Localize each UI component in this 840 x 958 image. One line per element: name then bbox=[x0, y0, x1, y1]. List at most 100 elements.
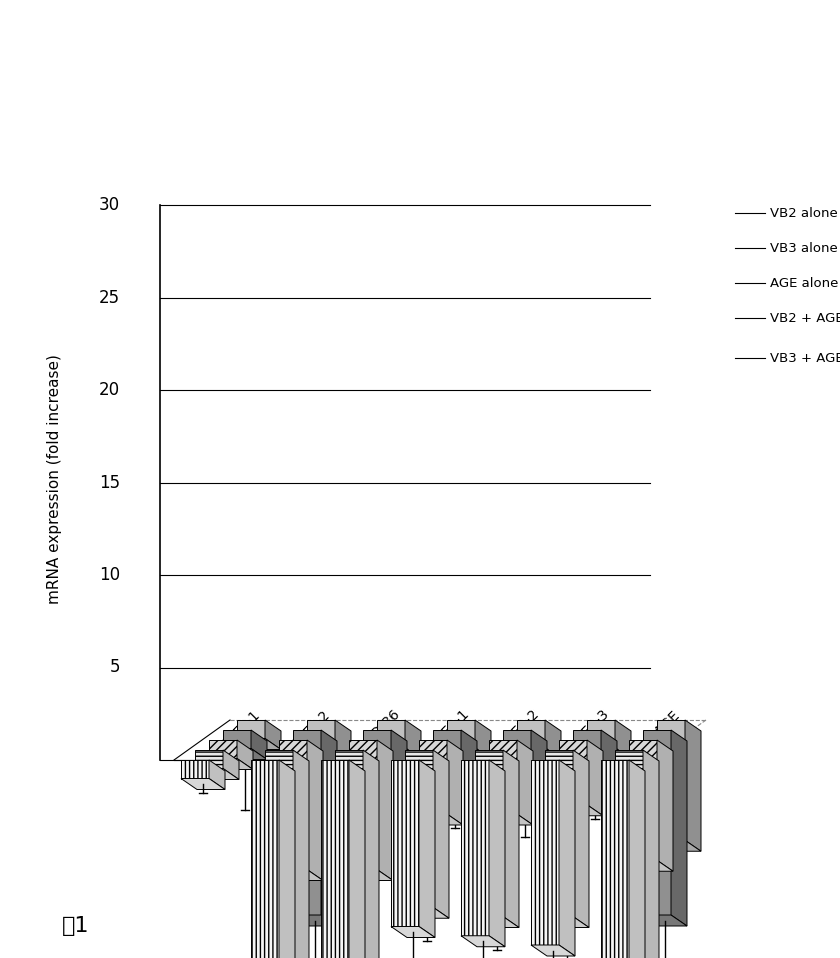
Polygon shape bbox=[349, 870, 393, 880]
Text: 10: 10 bbox=[99, 566, 120, 584]
Polygon shape bbox=[265, 720, 281, 749]
Text: AGE alone: AGE alone bbox=[770, 277, 838, 289]
Polygon shape bbox=[615, 720, 631, 759]
Polygon shape bbox=[503, 750, 519, 927]
Text: 15: 15 bbox=[99, 473, 120, 491]
Polygon shape bbox=[685, 720, 701, 852]
Polygon shape bbox=[279, 760, 295, 958]
Polygon shape bbox=[559, 740, 587, 805]
Polygon shape bbox=[517, 740, 533, 825]
Polygon shape bbox=[643, 730, 671, 915]
Polygon shape bbox=[293, 730, 321, 915]
Polygon shape bbox=[531, 945, 575, 956]
Polygon shape bbox=[433, 795, 477, 806]
Polygon shape bbox=[503, 730, 531, 804]
Polygon shape bbox=[475, 720, 491, 759]
Polygon shape bbox=[363, 730, 391, 786]
Polygon shape bbox=[405, 750, 433, 907]
Text: RAGE: RAGE bbox=[646, 707, 683, 743]
Polygon shape bbox=[237, 740, 253, 769]
Polygon shape bbox=[419, 740, 447, 814]
Polygon shape bbox=[517, 720, 545, 748]
Polygon shape bbox=[307, 850, 351, 860]
Text: AGER-3: AGER-3 bbox=[567, 707, 613, 753]
Polygon shape bbox=[475, 750, 503, 917]
Polygon shape bbox=[363, 786, 407, 796]
Text: 30: 30 bbox=[99, 196, 120, 214]
Polygon shape bbox=[391, 760, 419, 926]
Polygon shape bbox=[349, 740, 377, 870]
Polygon shape bbox=[433, 730, 461, 795]
Polygon shape bbox=[643, 750, 659, 958]
Text: 5: 5 bbox=[109, 658, 120, 676]
Text: 20: 20 bbox=[99, 381, 120, 399]
Text: FEEL-2: FEEL-2 bbox=[290, 707, 333, 750]
Text: CD-36: CD-36 bbox=[363, 707, 403, 747]
Text: AGER-1: AGER-1 bbox=[427, 707, 473, 753]
Polygon shape bbox=[335, 750, 363, 958]
Polygon shape bbox=[447, 740, 463, 825]
Polygon shape bbox=[391, 730, 407, 796]
Polygon shape bbox=[461, 730, 477, 806]
Text: mRNA expression (fold increase): mRNA expression (fold increase) bbox=[48, 354, 62, 604]
Polygon shape bbox=[503, 804, 547, 815]
Polygon shape bbox=[615, 750, 643, 958]
Polygon shape bbox=[545, 917, 589, 927]
Polygon shape bbox=[307, 740, 323, 880]
Polygon shape bbox=[531, 760, 559, 945]
Polygon shape bbox=[601, 760, 629, 958]
Polygon shape bbox=[587, 720, 615, 748]
Polygon shape bbox=[307, 720, 335, 850]
Polygon shape bbox=[601, 730, 617, 796]
Polygon shape bbox=[433, 750, 449, 919]
Polygon shape bbox=[657, 720, 685, 840]
Polygon shape bbox=[293, 750, 309, 958]
Polygon shape bbox=[419, 760, 435, 938]
Polygon shape bbox=[573, 750, 589, 927]
Polygon shape bbox=[195, 750, 223, 768]
Polygon shape bbox=[629, 740, 657, 860]
Polygon shape bbox=[447, 748, 491, 759]
Text: VB2 + AGE: VB2 + AGE bbox=[770, 311, 840, 325]
Polygon shape bbox=[251, 730, 267, 760]
Polygon shape bbox=[447, 720, 475, 748]
Polygon shape bbox=[573, 786, 617, 796]
Polygon shape bbox=[489, 740, 517, 814]
Polygon shape bbox=[335, 720, 351, 860]
Polygon shape bbox=[209, 760, 225, 789]
Polygon shape bbox=[209, 740, 237, 759]
Polygon shape bbox=[489, 814, 533, 825]
Polygon shape bbox=[629, 760, 645, 958]
Text: FEEL-1: FEEL-1 bbox=[220, 707, 263, 750]
Polygon shape bbox=[559, 760, 575, 956]
Polygon shape bbox=[293, 915, 337, 926]
Polygon shape bbox=[181, 760, 209, 779]
Polygon shape bbox=[419, 814, 463, 825]
Text: VB2 alone: VB2 alone bbox=[770, 207, 837, 219]
Polygon shape bbox=[657, 840, 701, 852]
Polygon shape bbox=[251, 760, 279, 958]
Polygon shape bbox=[237, 720, 265, 739]
Polygon shape bbox=[671, 730, 687, 926]
Polygon shape bbox=[531, 730, 547, 815]
Polygon shape bbox=[405, 907, 449, 919]
Polygon shape bbox=[391, 926, 435, 938]
Polygon shape bbox=[279, 740, 307, 870]
Polygon shape bbox=[223, 730, 251, 748]
Polygon shape bbox=[223, 748, 267, 760]
Polygon shape bbox=[321, 730, 337, 926]
Polygon shape bbox=[461, 936, 505, 947]
Polygon shape bbox=[377, 740, 393, 880]
Polygon shape bbox=[545, 750, 573, 917]
Text: VB3 alone: VB3 alone bbox=[770, 241, 837, 255]
Polygon shape bbox=[587, 748, 631, 759]
Polygon shape bbox=[559, 805, 603, 816]
Polygon shape bbox=[209, 759, 253, 769]
Polygon shape bbox=[545, 720, 561, 759]
Polygon shape bbox=[279, 870, 323, 880]
Text: 25: 25 bbox=[99, 288, 120, 307]
Polygon shape bbox=[643, 915, 687, 926]
Polygon shape bbox=[237, 739, 281, 749]
Polygon shape bbox=[405, 720, 421, 759]
Polygon shape bbox=[629, 860, 673, 871]
